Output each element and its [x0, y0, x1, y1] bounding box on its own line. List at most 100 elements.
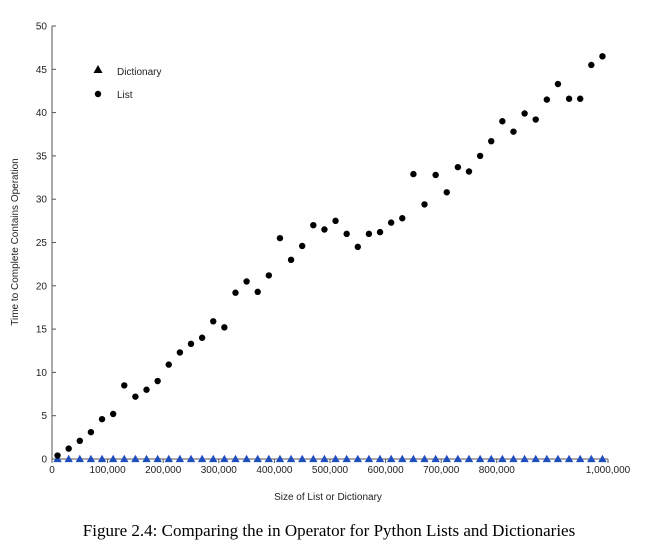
- list-point: [565, 95, 573, 102]
- list-point: [287, 256, 295, 264]
- dictionary-point: [309, 454, 318, 463]
- dictionary-point: [275, 454, 285, 463]
- list-point: [554, 80, 562, 88]
- list-point: [421, 201, 428, 208]
- list-point: [321, 226, 328, 233]
- x-ticks: 0 100,000 200,000 300,000 400,000 500,000 600,…: [49, 459, 631, 476]
- list-point: [510, 128, 517, 135]
- list-point: [109, 410, 117, 418]
- dictionary-point: [464, 454, 474, 463]
- dictionary-point: [498, 454, 507, 463]
- x-tick-label: 200,000: [145, 465, 182, 476]
- list-point: [98, 415, 106, 423]
- dictionary-point: [453, 454, 463, 463]
- list-point: [254, 288, 261, 296]
- list-point: [265, 272, 273, 279]
- dictionary-point: [509, 454, 518, 463]
- dictionary-point: [409, 454, 418, 463]
- dictionary-point: [553, 454, 563, 463]
- list-point: [376, 228, 384, 236]
- y-tick-label: 50: [36, 22, 48, 33]
- list-point: [176, 349, 184, 356]
- y-ticks: 0 5 10 15 20 25 30 35 40 45 50: [36, 22, 56, 466]
- y-tick-label: 40: [36, 108, 48, 119]
- dictionary-point: [320, 454, 329, 463]
- list-point: [76, 437, 84, 445]
- y-tick-label: 0: [41, 455, 47, 466]
- dictionary-point: [331, 454, 340, 463]
- list-point: [476, 152, 484, 160]
- dictionary-point: [75, 454, 84, 463]
- dictionary-point: [420, 454, 429, 463]
- dictionary-point: [197, 454, 207, 463]
- y-tick-label: 30: [36, 195, 48, 206]
- list-point: [354, 243, 361, 251]
- list-point: [521, 110, 528, 117]
- list-point: [499, 118, 506, 125]
- list-point: [87, 428, 95, 436]
- legend-marker-dictionary: [93, 65, 103, 73]
- x-tick-label: 0: [49, 465, 55, 476]
- y-tick-label: 20: [36, 281, 48, 292]
- scatter-chart: 0 5 10 15 20 25 30 35 40 45 50 0 100,000 200,000 300,…: [10, 22, 631, 504]
- dictionary-point: [153, 454, 162, 463]
- list-point: [198, 334, 206, 341]
- dictionary-point: [120, 454, 129, 463]
- dictionary-point: [108, 454, 118, 463]
- list-point: [543, 96, 551, 103]
- dictionary-point: [164, 454, 173, 463]
- dictionary-point: [131, 454, 140, 463]
- y-tick-label: 5: [41, 411, 47, 422]
- dictionary-point: [175, 454, 185, 463]
- list-point: [132, 393, 139, 400]
- list-point: [399, 215, 406, 222]
- dictionary-point: [520, 454, 529, 463]
- list-point: [432, 171, 439, 179]
- x-tick-label: 600,000: [368, 465, 405, 476]
- dictionary-point: [142, 454, 151, 463]
- dictionary-point: [598, 454, 607, 463]
- y-tick-label: 35: [36, 151, 48, 162]
- x-tick-label: 400,000: [256, 465, 293, 476]
- dictionary-point: [342, 454, 351, 463]
- legend-label-list: List: [117, 90, 133, 101]
- dictionary-point: [442, 454, 451, 463]
- dictionary-point: [298, 454, 307, 463]
- list-point: [343, 230, 350, 238]
- dictionary-point: [264, 454, 274, 463]
- y-tick-label: 10: [36, 368, 48, 379]
- list-point: [577, 95, 584, 102]
- legend-marker-list: [94, 90, 102, 98]
- dictionary-point: [398, 454, 407, 463]
- list-point: [387, 219, 395, 226]
- list-point: [488, 137, 495, 145]
- dictionary-point: [242, 454, 251, 463]
- list-point: [121, 382, 128, 389]
- dictionary-point: [587, 454, 596, 463]
- list-point: [54, 452, 61, 459]
- list-point: [221, 324, 228, 331]
- list-point: [165, 361, 172, 368]
- y-axis-title: Time to Complete Contains Operation: [10, 158, 21, 326]
- y-tick-label: 25: [36, 238, 48, 249]
- dictionary-point: [64, 454, 73, 463]
- list-point: [187, 340, 195, 348]
- list-point: [588, 61, 595, 69]
- list-point: [210, 318, 217, 325]
- list-point: [65, 445, 72, 452]
- dictionary-point: [576, 454, 585, 463]
- list-point: [365, 230, 373, 238]
- dictionary-point: [487, 454, 496, 463]
- list-point: [599, 53, 606, 60]
- series-dictionary: [53, 454, 607, 463]
- dictionary-point: [220, 454, 229, 463]
- list-point: [465, 168, 473, 175]
- list-point: [454, 163, 462, 171]
- x-tick-label: 500,000: [312, 465, 349, 476]
- series-layer: [53, 53, 607, 463]
- dictionary-point: [231, 454, 240, 463]
- dictionary-point: [542, 454, 552, 463]
- dictionary-point: [97, 454, 107, 463]
- list-point: [532, 116, 539, 123]
- dictionary-point: [353, 454, 362, 463]
